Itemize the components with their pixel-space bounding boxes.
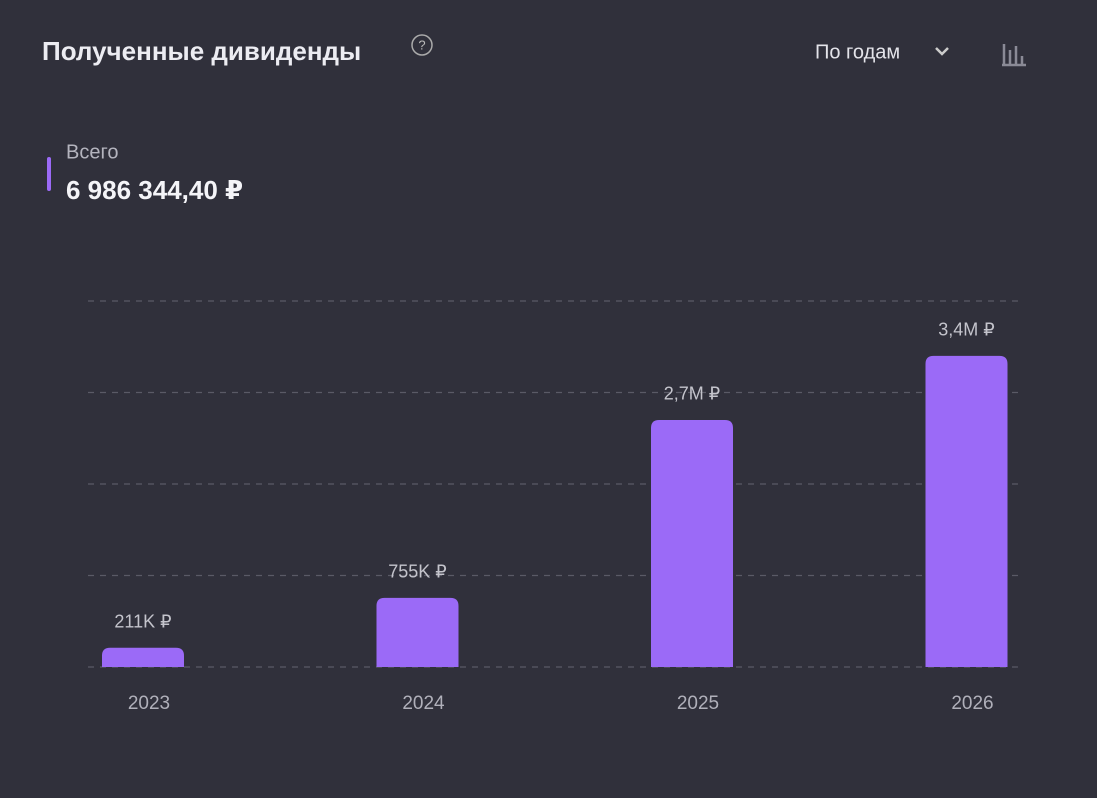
value-label: 3,4M ₽	[938, 320, 994, 340]
legend-marker	[47, 157, 51, 191]
svg-text:?: ?	[418, 37, 425, 52]
bar	[376, 597, 459, 667]
value-label: 2,7M ₽	[664, 384, 720, 404]
period-label: По годам	[815, 41, 900, 63]
bar	[651, 419, 733, 667]
x-tick-label: 2024	[402, 693, 445, 714]
x-tick-label: 2026	[951, 693, 993, 714]
x-tick-label: 2023	[128, 693, 170, 714]
value-label: 211K ₽	[114, 611, 171, 631]
title: Полученные дивиденды	[42, 36, 361, 66]
chevron	[935, 47, 949, 56]
bar	[102, 647, 184, 667]
chart-type-icon[interactable]	[1002, 44, 1026, 67]
help-icon[interactable]: ?	[411, 34, 433, 56]
bar	[925, 355, 1008, 667]
period-select[interactable]: По годам	[815, 41, 949, 63]
total-label: Всего	[66, 141, 118, 163]
total-value: 6 986 344,40 ₽	[66, 175, 243, 205]
value-label: 755K ₽	[388, 562, 447, 582]
x-tick-label: 2025	[677, 693, 719, 714]
